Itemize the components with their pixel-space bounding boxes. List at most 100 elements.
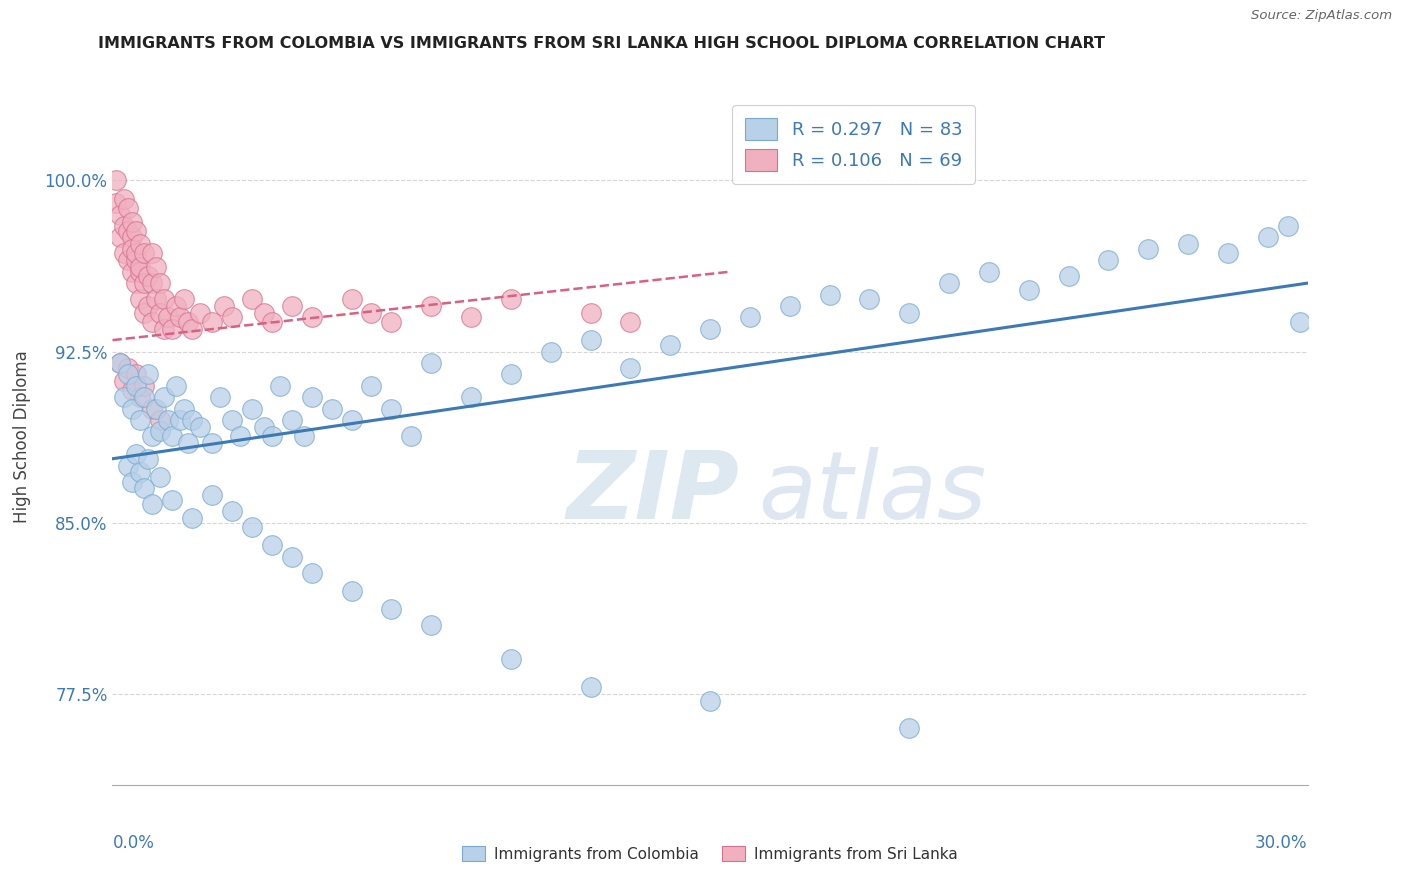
Point <box>240 401 263 416</box>
Legend: Immigrants from Colombia, Immigrants from Sri Lanka: Immigrants from Colombia, Immigrants fro… <box>456 839 965 868</box>
Point <box>138 451 160 466</box>
Point <box>149 413 172 427</box>
Point <box>201 488 224 502</box>
Point <box>125 447 148 461</box>
Point <box>1216 246 1239 260</box>
Point <box>420 356 443 370</box>
Point <box>145 401 167 416</box>
Point <box>125 378 148 392</box>
Point <box>138 269 160 284</box>
Point <box>177 435 200 450</box>
Point <box>1137 242 1160 256</box>
Point <box>173 401 195 416</box>
Point <box>125 276 148 290</box>
Point <box>619 360 641 375</box>
Point <box>229 429 252 443</box>
Point <box>499 292 522 306</box>
Point <box>169 413 191 427</box>
Point <box>117 360 139 375</box>
Point <box>114 192 135 206</box>
Point <box>1277 219 1299 233</box>
Point <box>1288 315 1310 329</box>
Point <box>114 219 135 233</box>
Point <box>340 413 363 427</box>
Point <box>181 511 204 525</box>
Point <box>121 230 143 244</box>
Point <box>141 246 163 260</box>
Point <box>125 253 148 268</box>
Point <box>579 680 602 694</box>
Point <box>121 214 143 228</box>
Point <box>134 276 156 290</box>
Point <box>1097 253 1119 268</box>
Point <box>619 315 641 329</box>
Point <box>117 201 139 215</box>
Point <box>301 566 323 580</box>
Point <box>134 246 156 260</box>
Point <box>292 429 315 443</box>
Point <box>134 306 156 320</box>
Point <box>301 390 323 404</box>
Point <box>360 378 382 392</box>
Point <box>253 419 276 434</box>
Point <box>938 276 960 290</box>
Point <box>281 413 304 427</box>
Point <box>169 310 191 325</box>
Point <box>162 429 183 443</box>
Point <box>105 196 128 211</box>
Point <box>1018 283 1040 297</box>
Point <box>110 208 132 222</box>
Point <box>269 378 291 392</box>
Point <box>149 306 172 320</box>
Point <box>121 401 143 416</box>
Point <box>141 497 163 511</box>
Point <box>221 413 243 427</box>
Point <box>125 368 148 382</box>
Point <box>121 265 143 279</box>
Point <box>1177 237 1199 252</box>
Point <box>977 265 1000 279</box>
Point <box>281 549 304 564</box>
Point <box>141 401 163 416</box>
Point <box>699 693 721 707</box>
Point <box>221 310 243 325</box>
Point <box>818 287 841 301</box>
Point <box>281 299 304 313</box>
Point <box>188 419 211 434</box>
Point <box>145 260 167 274</box>
Point <box>121 384 143 398</box>
Point <box>117 458 139 473</box>
Point <box>114 390 135 404</box>
Point <box>125 224 148 238</box>
Point <box>340 584 363 599</box>
Point <box>898 306 921 320</box>
Point <box>540 344 562 359</box>
Point <box>221 504 243 518</box>
Point <box>162 322 183 336</box>
Point <box>253 306 276 320</box>
Text: IMMIGRANTS FROM COLOMBIA VS IMMIGRANTS FROM SRI LANKA HIGH SCHOOL DIPLOMA CORREL: IMMIGRANTS FROM COLOMBIA VS IMMIGRANTS F… <box>98 36 1105 51</box>
Point <box>1057 269 1080 284</box>
Point <box>165 299 187 313</box>
Point <box>117 253 139 268</box>
Point <box>340 292 363 306</box>
Point <box>129 466 152 480</box>
Point <box>138 368 160 382</box>
Point <box>153 292 176 306</box>
Point <box>260 429 283 443</box>
Point <box>129 237 152 252</box>
Text: atlas: atlas <box>758 447 986 538</box>
Point <box>134 390 156 404</box>
Point <box>499 652 522 666</box>
Point <box>129 265 152 279</box>
Point <box>129 413 152 427</box>
Point <box>110 230 132 244</box>
Point <box>779 299 801 313</box>
Point <box>117 368 139 382</box>
Point <box>499 368 522 382</box>
Point <box>110 356 132 370</box>
Point <box>121 242 143 256</box>
Point <box>209 390 232 404</box>
Point <box>260 538 283 552</box>
Point <box>145 292 167 306</box>
